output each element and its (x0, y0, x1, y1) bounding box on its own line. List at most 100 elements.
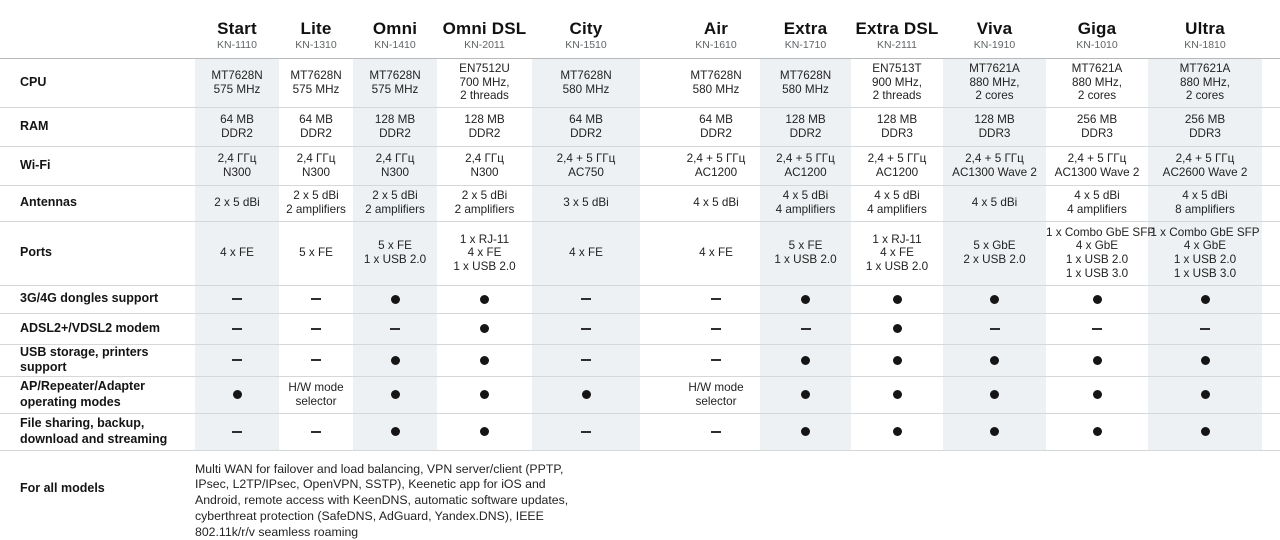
spec-cell: 2,4 + 5 ГГц AC1300 Wave 2 (1046, 146, 1148, 185)
spec-cell: 2,4 ГГц N300 (279, 146, 353, 185)
spacer-cell (640, 107, 672, 146)
model-name: Omni (372, 18, 418, 38)
spec-value-line: 4 x 5 dBi (971, 196, 1018, 210)
spec-cell: 4 x FE (672, 221, 760, 285)
model-name: Giga (1077, 18, 1117, 38)
spec-value-line: 128 MB (876, 112, 918, 126)
spec-value-line: 1 x USB 2.0 (363, 253, 427, 266)
feature-yes-dot-icon (1200, 355, 1210, 365)
spec-cell: 2 x 5 dBi (195, 185, 279, 221)
model-code: KN-1710 (784, 38, 827, 51)
spec-cell (851, 413, 943, 450)
model-code: KN-1310 (295, 38, 337, 51)
spec-cell: 4 x 5 dBi 4 amplifiers (760, 185, 851, 221)
spec-value-line: 2 threads (460, 89, 509, 103)
spec-value-line: 1 x Combo GbE SFP (1150, 225, 1260, 239)
spec-value-line: 2,4 + 5 ГГц (1067, 151, 1127, 165)
spacer-cell (1262, 313, 1280, 344)
spacer-cell (640, 313, 672, 344)
spec-value-line: 1 x USB 2.0 (1173, 253, 1237, 266)
feature-yes-dot-icon (480, 294, 489, 304)
spec-value-line: 575 MHz (371, 82, 419, 96)
spec-value-line: 2,4 + 5 ГГц (867, 151, 927, 165)
spec-cell (672, 313, 760, 344)
feature-yes-dot-icon (892, 390, 902, 400)
spec-value-line: N300 (470, 165, 499, 179)
spec-cell: 4 x FE (532, 221, 640, 285)
feature-yes-dot-icon (892, 427, 902, 437)
feature-yes-dot-icon (480, 390, 489, 400)
spec-cell (532, 413, 640, 451)
table-row-file-sharing-backup-download-and-streaming: File sharing, backup, download and strea… (0, 413, 1280, 451)
spec-value-line: 2,4 + 5 ГГц (686, 151, 746, 165)
spec-value-line: 5 x FE (378, 239, 412, 253)
spec-value-line: N300 (302, 165, 330, 179)
spec-cell (672, 413, 760, 450)
feature-no-dash-icon (232, 430, 242, 433)
spec-value-line: 4 x GbE (1075, 239, 1119, 253)
feature-yes-dot-icon (801, 427, 810, 437)
table-row-ports: Ports 4 x FE 5 x FE 5 x FE 1 x USB 2.0 1 x RJ… (0, 221, 1280, 285)
spec-cell: 1 x RJ-11 4 x FE 1 x USB 2.0 (437, 221, 532, 285)
spec-cell: H/W mode selector (672, 376, 760, 413)
model-name: Extra (783, 18, 828, 38)
spec-cell (1148, 344, 1262, 377)
feature-yes-dot-icon (1200, 390, 1210, 400)
row-label: Antennas (20, 195, 77, 210)
feature-no-dash-icon (711, 298, 721, 301)
feature-yes-dot-icon (480, 427, 489, 437)
spec-value-line: DDR2 (221, 126, 253, 140)
spec-value-line: 2 cores (975, 89, 1014, 103)
spacer-cell (1262, 58, 1280, 107)
spec-cell (851, 376, 943, 413)
spec-value-line: 4 x 5 dBi (874, 189, 920, 203)
spec-value-line: DDR2 (700, 126, 732, 140)
spec-value-line: 880 MHz, (1071, 75, 1122, 89)
spec-value-line: DDR2 (570, 126, 602, 140)
spec-cell (279, 285, 353, 313)
spec-cell (851, 344, 943, 376)
table-header: Start KN-1110 Lite KN-1310 Omni KN-1410 Omni D… (0, 0, 1280, 59)
table-row-3g-4g-dongles-support: 3G/4G dongles support (0, 285, 1280, 313)
spec-cell: 128 MB DDR3 (851, 107, 943, 146)
spacer-cell (1262, 185, 1280, 221)
spec-cell: MT7628N 575 MHz (195, 58, 279, 107)
spec-cell (672, 344, 760, 376)
spec-value-line: 2,4 ГГц (296, 151, 336, 165)
spec-value-line: 1 x RJ-11 (872, 232, 922, 246)
feature-no-dash-icon (711, 359, 721, 362)
spec-value-line: MT7628N (290, 68, 342, 82)
feature-no-dash-icon (711, 430, 721, 433)
model-name: City (569, 18, 603, 38)
spec-value-line: 8 amplifiers (1175, 203, 1235, 216)
spec-value-line: MT7628N (779, 68, 832, 82)
spec-cell: 5 x FE (279, 221, 353, 285)
spec-value-line: MT7621A (969, 62, 1020, 76)
feature-yes-dot-icon (581, 390, 591, 400)
feature-no-dash-icon (581, 327, 591, 330)
feature-yes-dot-icon (480, 324, 489, 334)
spec-value-line: 64 MB (220, 112, 254, 126)
spec-cell (672, 285, 760, 313)
spec-value-line: 128 MB (974, 112, 1015, 126)
spec-value-line: 4 x FE (569, 246, 603, 260)
table-row-adsl2-vdsl2-modem: ADSL2+/VDSL2 modem (0, 313, 1280, 344)
for-all-models-cell: Multi WAN for failover and load balancin… (195, 450, 1280, 540)
spec-cell (532, 285, 640, 313)
spec-value-line: 64 MB (569, 112, 603, 126)
spec-value-line: 2,4 + 5 ГГц (1175, 151, 1235, 165)
spec-cell (353, 344, 437, 377)
column-header-omni: Omni KN-1410 (353, 0, 437, 59)
spec-cell: EN7512U 700 MHz, 2 threads (437, 58, 532, 107)
spec-cell (943, 376, 1046, 414)
column-header-air: Air KN-1610 (672, 0, 760, 59)
spec-value-line: DDR3 (1081, 126, 1113, 140)
spec-value-line: MT7621A (1179, 62, 1231, 76)
spec-cell (195, 344, 279, 377)
spec-value-line: 2,4 ГГц (217, 151, 257, 165)
row-label: For all models (20, 480, 105, 495)
spec-value-line: 1 x USB 2.0 (453, 259, 516, 273)
spec-value-line: DDR2 (789, 126, 822, 140)
spec-value-line: 4 x 5 dBi (1074, 189, 1120, 203)
spec-cell: MT7628N 575 MHz (279, 58, 353, 107)
